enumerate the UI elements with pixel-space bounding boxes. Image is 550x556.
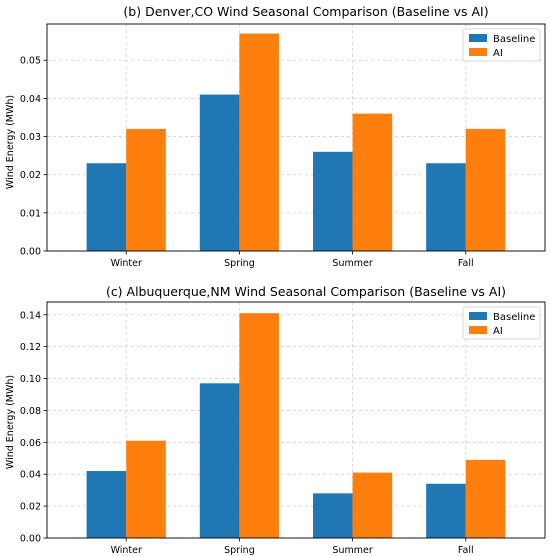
albuquerque-chart: (c) Albuquerque,NM Wind Seasonal Compari…: [5, 284, 546, 556]
x-tick-label: Winter: [111, 545, 142, 556]
chart-title: (c) Albuquerque,NM Wind Seasonal Compari…: [106, 284, 506, 299]
chart-title: (b) Denver,CO Wind Seasonal Comparison (…: [123, 4, 488, 19]
bar-baseline-summer: [312, 493, 353, 538]
y-tick-label: 0.08: [20, 406, 41, 417]
y-tick-label: 0.14: [20, 310, 41, 321]
legend: Baseline AI: [462, 28, 541, 62]
legend-label: Baseline: [493, 34, 535, 45]
plot-frame: [46, 23, 546, 252]
bar-ai-winter: [126, 128, 166, 251]
x-tick-label: Fall: [458, 545, 474, 556]
legend-swatch: [469, 48, 487, 56]
y-axis-label: Wind Energy (MWh): [5, 375, 16, 469]
bar-ai-fall: [465, 128, 506, 251]
x-tick-label: Fall: [458, 258, 474, 269]
x-tick-label: Spring: [224, 258, 255, 269]
y-tick-label: 0.02: [20, 502, 41, 513]
y-tick-label: 0.01: [20, 208, 41, 219]
y-tick-label: 0.04: [20, 470, 41, 481]
bar-ai-summer: [352, 472, 393, 538]
x-tick-label: Summer: [332, 545, 372, 556]
bar-ai-fall: [465, 459, 506, 538]
legend-label: AI: [493, 48, 503, 59]
bar-ai-winter: [126, 440, 166, 538]
bar-ai-spring: [239, 33, 280, 252]
legend-label: Baseline: [493, 312, 535, 323]
bar-baseline-fall: [426, 483, 466, 538]
bars: [86, 33, 506, 252]
y-tick-label: 0.10: [20, 374, 41, 385]
bar-baseline-fall: [426, 163, 466, 251]
x-ticks: Winter Spring Summer Fall: [111, 538, 474, 556]
bar-baseline-winter: [86, 163, 127, 251]
bar-ai-spring: [239, 313, 280, 538]
plot-frame: [46, 301, 546, 539]
bar-ai-summer: [352, 113, 393, 252]
y-tick-label: 0.06: [20, 438, 41, 449]
y-tick-label: 0.12: [20, 342, 41, 353]
x-tick-label: Winter: [111, 258, 142, 269]
y-tick-label: 0.00: [20, 534, 41, 545]
x-tick-label: Spring: [224, 545, 255, 556]
y-tick-label: 0.04: [20, 94, 41, 105]
legend-label: AI: [493, 326, 503, 337]
y-tick-label: 0.03: [20, 132, 41, 143]
y-tick-label: 0.02: [20, 170, 41, 181]
bars: [86, 313, 506, 538]
bar-baseline-spring: [199, 94, 240, 251]
y-tick-label: 0.00: [20, 247, 41, 258]
denver-chart: (b) Denver,CO Wind Seasonal Comparison (…: [5, 4, 546, 269]
bar-baseline-spring: [199, 383, 240, 538]
legend: Baseline AI: [462, 306, 541, 340]
y-ticks: 0.00 0.01 0.02 0.03 0.04 0.05: [20, 56, 47, 258]
x-tick-label: Summer: [332, 258, 372, 269]
x-ticks: Winter Spring Summer Fall: [111, 251, 474, 269]
legend-swatch: [469, 326, 487, 334]
legend-swatch: [469, 312, 487, 320]
bar-baseline-summer: [312, 151, 353, 251]
y-tick-label: 0.05: [20, 56, 41, 67]
legend-swatch: [469, 34, 487, 42]
bar-baseline-winter: [86, 471, 127, 538]
y-axis-label: Wind Energy (MWh): [5, 95, 16, 189]
y-ticks: 0.00 0.02 0.04 0.06 0.08 0.10 0.12 0.14: [20, 310, 47, 545]
